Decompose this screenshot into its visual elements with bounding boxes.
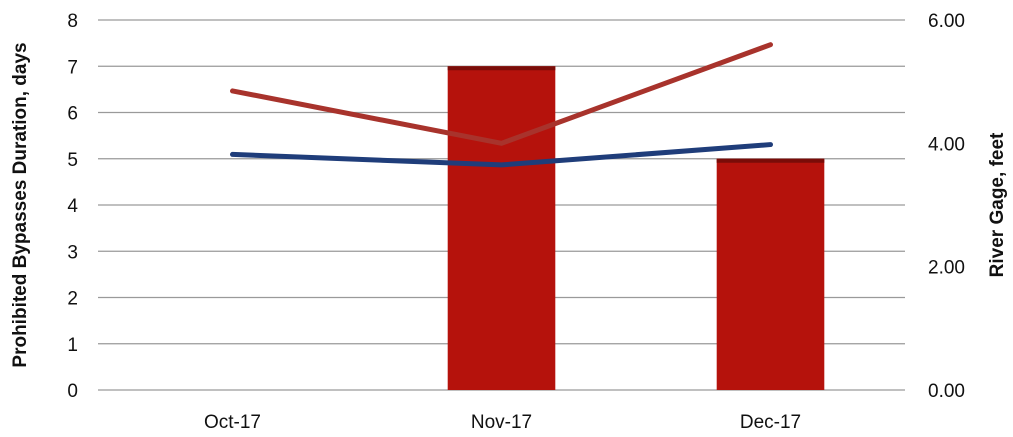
right-axis-ticks: 0.00 2.00 4.00 6.00	[928, 11, 965, 402]
bar	[716, 158, 825, 390]
right-axis-title: River Gage, feet	[987, 132, 1008, 277]
line-series-red	[230, 42, 773, 146]
right-tick-label: 6.00	[928, 11, 965, 32]
bar-series	[447, 66, 825, 390]
left-axis-ticks: 0 1 2 3 4 5 6 7 8	[67, 11, 78, 402]
right-tick-label: 0.00	[928, 381, 965, 402]
bar	[447, 66, 556, 390]
left-tick-label: 1	[67, 335, 78, 356]
line-series-blue	[230, 142, 773, 168]
left-tick-label: 2	[67, 289, 78, 310]
bar-top-edge	[447, 66, 556, 71]
line-series	[230, 42, 773, 168]
bar-top-edge	[716, 158, 825, 163]
left-tick-label: 5	[67, 150, 78, 171]
right-tick-label: 4.00	[928, 134, 965, 155]
x-axis-ticks: Oct-17 Nov-17 Dec-17	[204, 412, 801, 433]
right-tick-label: 2.00	[928, 258, 965, 279]
left-axis-title: Prohibited Bypasses Duration, days	[10, 42, 31, 367]
left-tick-label: 0	[67, 381, 78, 402]
left-tick-label: 4	[67, 196, 78, 217]
left-tick-label: 6	[67, 104, 78, 125]
x-tick-label: Oct-17	[204, 412, 261, 433]
left-tick-label: 7	[67, 57, 78, 78]
x-tick-label: Nov-17	[471, 412, 532, 433]
left-tick-label: 8	[67, 11, 78, 32]
x-tick-label: Dec-17	[740, 412, 801, 433]
left-tick-label: 3	[67, 242, 78, 263]
